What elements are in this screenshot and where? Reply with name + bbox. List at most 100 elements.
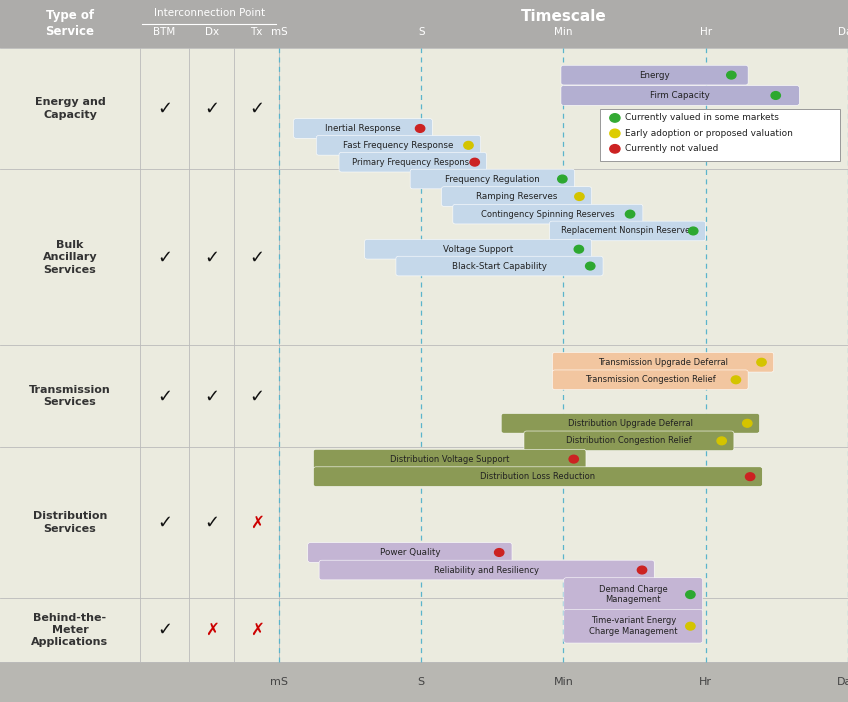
- Text: Replacement Nonspin Reserves: Replacement Nonspin Reserves: [561, 227, 695, 235]
- Text: Distribution Upgrade Deferral: Distribution Upgrade Deferral: [568, 419, 693, 428]
- Circle shape: [586, 262, 595, 270]
- Text: ✓: ✓: [157, 100, 172, 117]
- Circle shape: [464, 141, 473, 149]
- Circle shape: [610, 114, 620, 122]
- Circle shape: [574, 245, 583, 253]
- Text: Black-Start Capability: Black-Start Capability: [452, 262, 547, 270]
- Text: Demand Charge
Management: Demand Charge Management: [599, 585, 667, 604]
- Text: ✓: ✓: [204, 100, 219, 117]
- Text: ✓: ✓: [204, 249, 219, 266]
- Bar: [0, 447, 848, 598]
- Text: Distribution Voltage Support: Distribution Voltage Support: [390, 455, 510, 463]
- Text: Inertial Response: Inertial Response: [325, 124, 401, 133]
- Text: ✗: ✗: [249, 514, 264, 531]
- Circle shape: [686, 622, 695, 630]
- Text: ✓: ✓: [157, 621, 172, 639]
- FancyBboxPatch shape: [316, 135, 481, 155]
- Text: Min: Min: [555, 27, 572, 37]
- Circle shape: [569, 456, 578, 463]
- Circle shape: [731, 376, 740, 383]
- FancyBboxPatch shape: [339, 152, 487, 172]
- Circle shape: [416, 125, 425, 132]
- Text: Currently valued in some markets: Currently valued in some markets: [625, 114, 779, 122]
- FancyBboxPatch shape: [524, 431, 734, 451]
- FancyBboxPatch shape: [561, 65, 748, 85]
- FancyBboxPatch shape: [501, 413, 760, 433]
- Bar: [0, 598, 848, 662]
- Text: ✗: ✗: [249, 621, 264, 639]
- Circle shape: [771, 91, 780, 100]
- Bar: [600, 109, 840, 161]
- Text: ✓: ✓: [157, 249, 172, 266]
- FancyBboxPatch shape: [564, 609, 703, 643]
- Text: Transmission
Services: Transmission Services: [29, 385, 111, 407]
- Text: ✓: ✓: [204, 388, 219, 405]
- Circle shape: [727, 72, 736, 79]
- FancyBboxPatch shape: [319, 560, 655, 580]
- Circle shape: [558, 175, 567, 183]
- Text: Tx: Tx: [250, 27, 263, 37]
- Text: Hr: Hr: [700, 677, 712, 687]
- Text: Distribution Congestion Relief: Distribution Congestion Relief: [566, 437, 692, 445]
- FancyBboxPatch shape: [410, 169, 575, 189]
- Text: ✓: ✓: [249, 100, 264, 117]
- Text: Behind-the-
Meter
Applications: Behind-the- Meter Applications: [31, 613, 109, 647]
- Circle shape: [610, 129, 620, 138]
- Text: Distribution
Services: Distribution Services: [33, 512, 107, 534]
- Text: Reliability and Resiliency: Reliability and Resiliency: [434, 566, 539, 574]
- Circle shape: [757, 358, 767, 366]
- FancyBboxPatch shape: [314, 467, 762, 486]
- FancyBboxPatch shape: [314, 449, 586, 469]
- Text: Fast Frequency Response: Fast Frequency Response: [343, 141, 454, 150]
- Text: Dx: Dx: [204, 27, 219, 37]
- Text: Frequency Regulation: Frequency Regulation: [445, 175, 539, 183]
- Text: mS: mS: [271, 27, 287, 37]
- Text: Currently not valued: Currently not valued: [625, 145, 718, 153]
- Text: Firm Capacity: Firm Capacity: [650, 91, 710, 100]
- Text: ✓: ✓: [204, 514, 219, 531]
- Text: Bulk
Ancillary
Services: Bulk Ancillary Services: [42, 240, 98, 274]
- Text: ✓: ✓: [157, 388, 172, 405]
- Text: Ramping Reserves: Ramping Reserves: [476, 192, 557, 201]
- Bar: [0, 169, 848, 345]
- Text: Energy and
Capacity: Energy and Capacity: [35, 98, 105, 119]
- Text: S: S: [418, 27, 425, 37]
- Bar: [0, 48, 848, 169]
- Circle shape: [494, 549, 504, 556]
- FancyBboxPatch shape: [442, 187, 592, 206]
- Text: Power Quality: Power Quality: [380, 548, 440, 557]
- Text: Transmission Congestion Relief: Transmission Congestion Relief: [585, 376, 716, 384]
- FancyBboxPatch shape: [561, 86, 800, 105]
- Text: S: S: [418, 677, 425, 687]
- Text: Day: Day: [838, 27, 848, 37]
- FancyBboxPatch shape: [365, 239, 592, 259]
- FancyBboxPatch shape: [308, 543, 512, 562]
- FancyBboxPatch shape: [293, 119, 432, 138]
- Text: Voltage Support: Voltage Support: [443, 245, 513, 253]
- Text: Primary Frequency Response: Primary Frequency Response: [352, 158, 474, 166]
- Circle shape: [575, 192, 584, 201]
- Text: Contingency Spinning Reserves: Contingency Spinning Reserves: [481, 210, 615, 218]
- Circle shape: [626, 211, 635, 218]
- Text: Day: Day: [837, 677, 848, 687]
- Text: Timescale: Timescale: [521, 9, 606, 25]
- FancyBboxPatch shape: [550, 221, 706, 241]
- Text: Time-variant Energy
Charge Management: Time-variant Energy Charge Management: [589, 616, 678, 636]
- Bar: [0, 345, 848, 447]
- FancyBboxPatch shape: [396, 256, 603, 276]
- Bar: [0, 662, 848, 702]
- Text: Min: Min: [554, 677, 573, 687]
- Text: Interconnection Point: Interconnection Point: [153, 8, 265, 18]
- FancyBboxPatch shape: [552, 370, 748, 390]
- Bar: [0, 0, 848, 48]
- Circle shape: [689, 227, 698, 234]
- Text: ✓: ✓: [157, 514, 172, 531]
- FancyBboxPatch shape: [552, 352, 773, 372]
- Text: Early adoption or proposed valuation: Early adoption or proposed valuation: [625, 129, 793, 138]
- Circle shape: [717, 437, 727, 445]
- Circle shape: [470, 159, 479, 166]
- Circle shape: [638, 566, 647, 574]
- Text: ✗: ✗: [204, 621, 219, 639]
- FancyBboxPatch shape: [564, 578, 703, 611]
- Text: mS: mS: [270, 677, 288, 687]
